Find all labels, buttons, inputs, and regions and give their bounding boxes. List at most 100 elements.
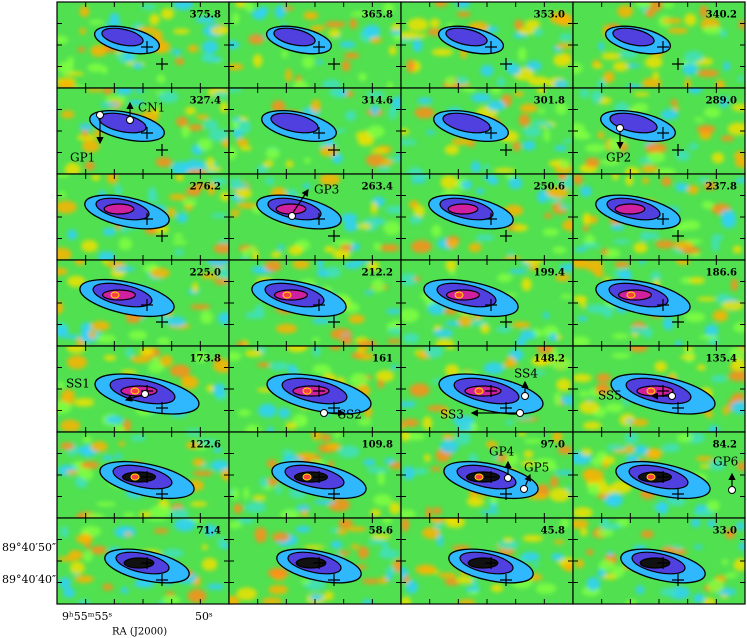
noise-blob [522,260,543,265]
noise-blob [471,577,479,591]
noise-blob [343,221,358,232]
noise-blob [172,28,190,35]
noise-blob [311,318,331,324]
noise-blob [597,79,606,88]
noise-blob [701,200,714,210]
contour [442,112,491,134]
noise-blob [219,191,229,202]
noise-blob [635,585,645,595]
noise-blob [728,370,745,382]
noise-blob [679,354,696,360]
noise-blob [508,177,523,190]
noise-blob [334,432,342,439]
noise-blob [83,550,93,563]
noise-blob [480,64,494,77]
noise-blob [367,260,380,272]
emission [89,110,165,142]
noise-blob [169,507,189,518]
noise-blob [553,392,562,406]
panel-image [573,260,745,346]
noise-blob [275,323,298,334]
noise-blob [711,237,720,252]
noise-blob [611,352,631,359]
noise-blob [519,330,537,340]
noise-blob [555,274,571,282]
noise-blob [406,167,424,174]
noise-blob [158,91,179,103]
noise-blob [386,81,394,88]
ra-axis-label: RA (J2000) [112,627,167,638]
noise-blob [261,597,283,604]
noise-blob [229,146,237,161]
noise-blob [80,322,93,335]
noise-blob [561,562,573,572]
noise-blob [229,351,242,362]
noise-blob [575,559,585,569]
noise-blob [549,186,569,199]
peak [474,387,484,395]
noise-blob [301,183,311,189]
noise-blob [182,199,197,207]
noise-blob [358,346,369,352]
noise-blob [235,188,252,199]
noise-blob [552,246,567,254]
noise-blob [606,443,627,451]
noise-blob [231,488,240,500]
noise-blob [330,540,343,549]
cross-marker [485,385,497,397]
noise-blob [738,542,745,551]
noise-blob [509,268,528,274]
panel: 314.6 [228,87,402,175]
noise-blob [187,589,207,603]
noise-blob [370,104,380,116]
noise-blob [451,137,473,146]
noise-blob [232,117,242,122]
noise-blob [236,202,258,209]
cross-marker [485,41,497,53]
noise-blob [217,267,229,280]
noise-blob [532,562,540,568]
noise-blob [440,175,458,190]
noise-blob [339,41,356,48]
noise-blob [60,442,75,450]
noise-blob [405,580,419,594]
noise-blob [466,497,485,507]
noise-blob [103,88,113,95]
noise-blob [407,17,429,32]
noise-blob [152,107,160,114]
noise-blob [430,466,443,472]
noise-blob [328,497,350,512]
noise-blob [324,590,334,601]
noise-blob [558,203,571,210]
noise-blob [201,52,214,63]
panel: 353.0 [400,1,574,89]
noise-blob [114,454,122,459]
noise-blob [130,434,146,442]
noise-blob [722,405,729,416]
noise-blob [550,553,564,561]
cross-marker [313,385,325,397]
noise-blob [487,177,500,185]
noise-blob [579,400,600,414]
noise-blob [187,124,203,131]
noise-blob [81,139,100,153]
noise-blob [389,461,401,470]
noise-blob [475,234,495,242]
panel: 301.8 [400,87,574,175]
noise-blob [139,511,152,518]
velocity-label: 199.4 [534,268,565,279]
noise-blob [186,186,202,197]
noise-blob [389,30,401,35]
noise-blob [584,144,606,153]
noise-blob [57,200,77,214]
noise-blob [595,382,610,396]
cross-marker [328,58,340,70]
noise-blob [341,60,351,72]
panel: 237.8 [572,173,746,261]
noise-blob [213,243,229,254]
noise-blob [57,79,76,88]
noise-blob [338,445,360,458]
panel-image [573,346,745,432]
noise-blob [518,26,536,35]
velocity-label: 122.6 [190,440,221,451]
